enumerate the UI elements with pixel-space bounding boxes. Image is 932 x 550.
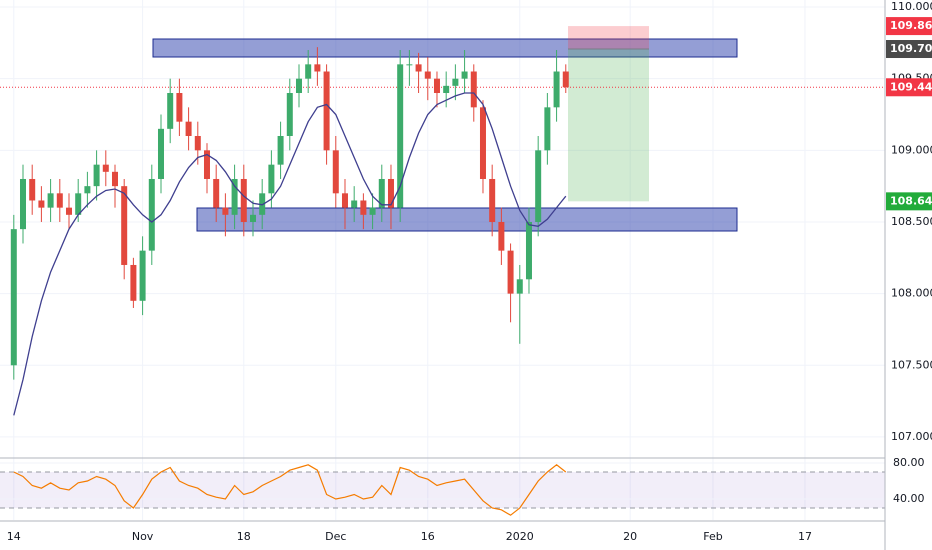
- candle-body: [240, 178, 247, 222]
- rsi-tick-label: 80.00: [893, 456, 925, 469]
- x-tick-label: 2020: [506, 530, 534, 543]
- candle-body: [121, 186, 128, 265]
- candle-body: [222, 207, 229, 215]
- candle-body: [562, 71, 569, 88]
- price-label-box: [886, 40, 932, 59]
- y-tick-label: 108.000: [891, 287, 932, 300]
- price-label: 108.644: [890, 194, 932, 207]
- plot: [10, 47, 569, 516]
- x-tick-label: 20: [623, 530, 637, 543]
- candle-body: [305, 64, 312, 79]
- candle-body: [249, 214, 256, 222]
- candle-body: [323, 71, 330, 151]
- candle-body: [75, 193, 82, 215]
- x-tick-label: 18: [237, 530, 251, 543]
- x-tick-label: Nov: [132, 530, 154, 543]
- x-tick-label: Feb: [703, 530, 722, 543]
- candle-body: [65, 207, 72, 215]
- grid: [0, 0, 885, 520]
- candle-body: [424, 71, 431, 79]
- candle-body: [544, 107, 551, 151]
- candle-body: [341, 193, 348, 208]
- support-zone[interactable]: [196, 207, 738, 232]
- candle-body: [360, 200, 367, 215]
- drawings: [0, 26, 885, 232]
- candle-body: [553, 71, 560, 108]
- candle-body: [47, 193, 54, 208]
- candle-body: [516, 279, 523, 294]
- y-tick-label: 107.500: [891, 358, 932, 371]
- candle-body: [332, 150, 339, 194]
- candle-body: [378, 178, 385, 208]
- candle-body: [111, 171, 118, 187]
- candle-body: [507, 250, 514, 294]
- y-tick-label: 107.000: [891, 430, 932, 443]
- candle-body: [406, 64, 413, 66]
- candle-body: [84, 186, 91, 194]
- rsi-band: [0, 472, 885, 509]
- target-zone: [568, 49, 649, 202]
- rsi-line: [13, 464, 567, 516]
- candle-body: [10, 229, 17, 366]
- candle-body: [56, 193, 63, 208]
- candle-body: [369, 207, 376, 215]
- candle-body: [157, 128, 164, 179]
- candle-body: [397, 64, 404, 208]
- candle-body: [433, 78, 440, 94]
- price-label: 109.707: [890, 42, 932, 55]
- candle-body: [29, 178, 36, 201]
- price-label-box: [886, 192, 932, 211]
- candle-body: [167, 93, 174, 129]
- candle-body: [268, 164, 275, 194]
- price-label-box: [886, 78, 932, 97]
- price-label: 109.440: [890, 80, 932, 93]
- candle-body: [19, 178, 26, 230]
- candle-body: [277, 135, 284, 165]
- resistance-zone[interactable]: [152, 38, 738, 58]
- y-tick-label: 109.000: [891, 143, 932, 156]
- candle-body: [351, 200, 358, 208]
- candle-body: [93, 164, 100, 187]
- candle-body: [535, 150, 542, 222]
- candle-body: [102, 164, 109, 172]
- candle-body: [443, 85, 450, 94]
- candle-body: [148, 178, 155, 251]
- y-tick-label: 110.000: [891, 0, 932, 13]
- x-tick-label: 14: [7, 530, 21, 543]
- moving-average: [13, 92, 567, 416]
- x-tick-label: 16: [421, 530, 435, 543]
- candle-body: [314, 64, 321, 72]
- candle-body: [194, 135, 201, 151]
- rsi-tick-label: 40.00: [893, 492, 925, 505]
- candle-body: [203, 150, 210, 179]
- candle-body: [387, 178, 394, 208]
- stop-zone: [568, 26, 649, 50]
- x-tick-label: Dec: [325, 530, 346, 543]
- candle-body: [213, 178, 220, 208]
- candle-body: [498, 221, 505, 251]
- x-tick-label: 17: [798, 530, 812, 543]
- candle-body: [139, 250, 146, 301]
- candle-body: [489, 178, 496, 222]
- candle-body: [452, 78, 459, 86]
- candle-body: [38, 200, 45, 208]
- candle-body: [176, 93, 183, 122]
- candle-body: [479, 107, 486, 179]
- axes: 14 Nov 18 Dec 16 2020 20 Feb 17107.000107.500108…: [7, 0, 932, 543]
- candle-body: [231, 178, 238, 215]
- price-label: 109.867: [890, 19, 932, 32]
- candle-body: [286, 93, 293, 136]
- candle-body: [415, 64, 422, 72]
- candle-body: [470, 71, 477, 108]
- candle-body: [130, 264, 137, 301]
- candle-body: [525, 221, 532, 280]
- y-tick-label: 108.500: [891, 215, 932, 228]
- price-label-box: [886, 17, 932, 36]
- candle-body: [295, 78, 302, 94]
- candle-body: [185, 121, 192, 136]
- candle-body: [461, 71, 468, 79]
